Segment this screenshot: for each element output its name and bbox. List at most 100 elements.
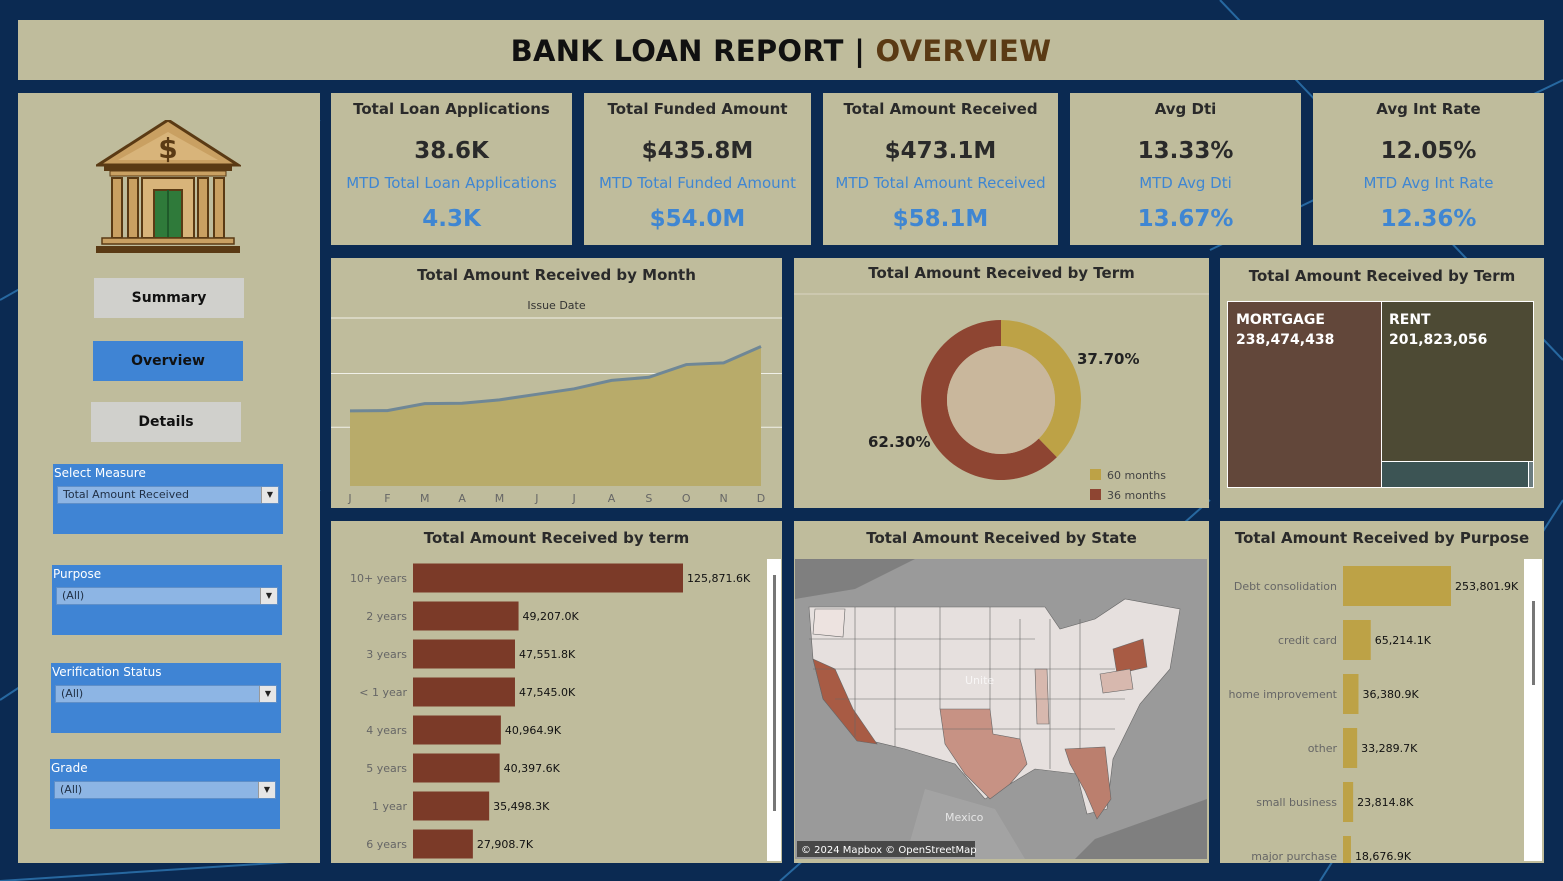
bar-chart-emp-length[interactable]: 10+ years 125,871.6K 2 years 49,207.0K 3 yea…: [331, 521, 782, 863]
chart-title: Total Amount Received by Purpose: [1234, 529, 1530, 547]
bar: [413, 753, 500, 783]
category-label: home improvement: [1229, 688, 1338, 701]
treemap-value: 238,474,438: [1236, 332, 1335, 348]
kpi-mtd-value: $58.1M: [892, 206, 989, 232]
kpi-mtd-label: MTD Total Funded Amount: [598, 174, 797, 192]
area-line: [349, 345, 762, 413]
data-label: 35,498.3K: [493, 800, 550, 813]
kpi-avg-int-rate: Avg Int Rate 12.05% MTD Avg Int Rate 12.…: [1313, 93, 1544, 245]
kpi-mtd-value: 12.36%: [1380, 206, 1477, 232]
data-label: 27,908.7K: [477, 838, 534, 851]
scrollbar-thumb[interactable]: [1532, 601, 1535, 685]
kpi-mtd-value: 13.67%: [1137, 206, 1234, 232]
summary-button[interactable]: Summary: [94, 278, 244, 318]
kpi-avg-dti: Avg Dti 13.33% MTD Avg Dti 13.67%: [1070, 93, 1301, 245]
scrollbar[interactable]: [767, 559, 781, 861]
chart-amount-by-term-donut: Total Amount Received by Term 37.70% 62.3…: [794, 258, 1209, 508]
kpi-value: 13.33%: [1137, 138, 1234, 164]
treemap-mortgage[interactable]: MORTGAGE 238,474,438: [1228, 302, 1381, 487]
treemap-other[interactable]: [1529, 462, 1533, 487]
map-attribution: © 2024 Mapbox © OpenStreetMap: [801, 845, 977, 856]
filter-label: Grade: [51, 761, 88, 775]
chart-amount-by-term-treemap: Total Amount Received by Term MORTGAGE 2…: [1220, 258, 1544, 508]
filter-label: Verification Status: [52, 665, 162, 679]
us-state-map[interactable]: Mexico Unite © 2024 Mapbox © OpenStreetM…: [795, 559, 1207, 859]
x-tick-label: F: [384, 492, 390, 505]
scrollbar-thumb[interactable]: [773, 575, 776, 811]
kpi-title: Total Loan Applications: [353, 100, 550, 118]
treemap-own[interactable]: [1382, 462, 1528, 487]
chevron-down-icon[interactable]: ▼: [258, 782, 275, 798]
donut-hole: [947, 346, 1055, 454]
kpi-mtd-label: MTD Avg Int Rate: [1363, 174, 1494, 192]
chevron-down-icon[interactable]: ▼: [261, 487, 278, 503]
x-tick-label: D: [757, 492, 765, 505]
grade-dropdown[interactable]: (All) ▼: [54, 781, 276, 799]
data-label: 36,380.9K: [1362, 688, 1419, 701]
legend-label: 36 months: [1107, 489, 1166, 502]
donut-chart[interactable]: 37.70% 62.30% 60 months 36 months: [794, 258, 1209, 508]
kpi-value: $473.1M: [884, 138, 997, 164]
legend-swatch: [1090, 489, 1101, 500]
data-label: 65,214.1K: [1375, 634, 1432, 647]
treemap-rent[interactable]: RENT 201,823,056: [1382, 302, 1533, 461]
chevron-down-icon[interactable]: ▼: [260, 588, 277, 604]
kpi-total-funded-amount: Total Funded Amount $435.8M MTD Total Fu…: [584, 93, 811, 245]
purpose-dropdown[interactable]: (All) ▼: [56, 587, 278, 605]
data-label: 47,551.8K: [519, 648, 576, 661]
data-label: 49,207.0K: [523, 610, 580, 623]
title-main: BANK LOAN REPORT: [510, 34, 844, 68]
sidebar: $ Summary Overview Details Select Measur…: [18, 93, 320, 863]
svg-text:$: $: [158, 132, 177, 165]
category-label: 5 years: [366, 762, 407, 775]
chart-amount-by-month: Total Amount Received by Month Issue Dat…: [331, 258, 782, 508]
treemap-area: MORTGAGE 238,474,438 RENT 201,823,056: [1227, 301, 1534, 488]
bar: [413, 829, 473, 859]
x-tick-label: A: [458, 492, 466, 505]
bar: [1343, 728, 1358, 768]
page-title: BANK LOAN REPORT | OVERVIEW: [18, 20, 1544, 82]
bar: [413, 563, 683, 593]
x-tick-label: J: [572, 492, 576, 505]
bar: [1343, 836, 1351, 863]
select-measure-filter: Select Measure Total Amount Received ▼: [53, 464, 283, 534]
legend-swatch: [1090, 469, 1101, 480]
donut-slice: [1001, 320, 1081, 458]
kpi-title: Total Funded Amount: [607, 100, 788, 118]
kpi-mtd-value: $54.0M: [649, 206, 746, 232]
report-header: BANK LOAN REPORT | OVERVIEW: [18, 20, 1544, 80]
kpi-total-loan-applications: Total Loan Applications 38.6K MTD Total …: [331, 93, 572, 245]
category-label: 4 years: [366, 724, 407, 737]
filter-label: Purpose: [53, 567, 102, 581]
bar: [413, 677, 515, 707]
title-separator: |: [854, 34, 866, 68]
overview-button[interactable]: Overview: [93, 341, 243, 381]
legend-label: 60 months: [1107, 469, 1166, 482]
details-button[interactable]: Details: [91, 402, 241, 442]
bar: [413, 791, 490, 821]
category-label: 10+ years: [350, 572, 407, 585]
x-tick-label: N: [720, 492, 728, 505]
category-label: 2 years: [366, 610, 407, 623]
kpi-mtd-value: 4.3K: [422, 206, 481, 232]
data-label: 40,397.6K: [504, 762, 561, 775]
select-measure-dropdown[interactable]: Total Amount Received ▼: [57, 486, 279, 504]
bar-chart-purpose[interactable]: Debt consolidation 253,801.9K credit card 6…: [1220, 521, 1544, 863]
purpose-filter: Purpose (All) ▼: [52, 565, 282, 635]
dropdown-value: (All): [62, 589, 85, 602]
bar: [413, 639, 516, 669]
x-tick-label: M: [420, 492, 430, 505]
kpi-mtd-label: MTD Avg Dti: [1139, 174, 1232, 192]
data-label: 125,871.6K: [687, 572, 751, 585]
scrollbar[interactable]: [1524, 559, 1542, 861]
data-label: 253,801.9K: [1455, 580, 1519, 593]
kpi-value: 12.05%: [1380, 138, 1477, 164]
x-tick-label: J: [534, 492, 538, 505]
dropdown-value: (All): [60, 783, 83, 796]
verification-status-dropdown[interactable]: (All) ▼: [55, 685, 277, 703]
x-tick-label: M: [495, 492, 505, 505]
bar: [1343, 620, 1371, 660]
chevron-down-icon[interactable]: ▼: [259, 686, 276, 702]
bank-icon: $: [96, 120, 241, 253]
